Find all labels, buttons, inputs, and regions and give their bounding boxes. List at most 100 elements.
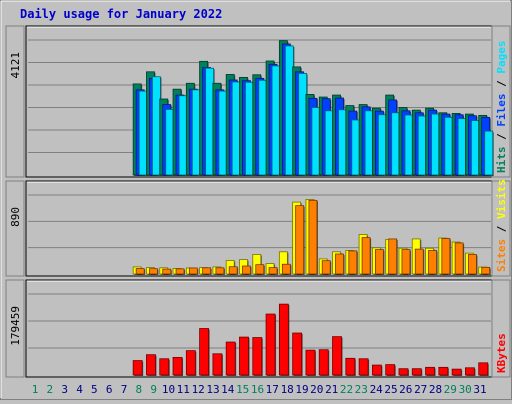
bar-sites-day-13 [242,265,251,275]
bar-sites-day-6 [149,268,158,275]
x-tick-label: 29 [444,383,457,396]
bar-pages-day-20 [338,109,347,176]
x-tick-label: 7 [121,383,128,396]
bar-pages-day-27 [431,113,440,176]
x-tick-label: 4 [76,383,83,396]
bar-sites-day-26 [414,248,424,275]
bar-pages-day-18 [311,107,321,176]
bar-sites-day-5 [135,268,145,275]
bar-kbytes-day-29 [451,368,462,376]
bar-kbytes-day-25 [398,368,409,376]
x-tick-label: 21 [325,383,338,396]
legend-text: Hits / Files / Pages [495,41,508,174]
x-tick-label: 12 [192,383,205,396]
legend-text: Sites / Visits [495,179,508,272]
bar-pages-day-26 [417,115,427,176]
x-tick-label: 30 [459,383,472,396]
legend-files: Files [495,94,508,127]
ymax-label-box [5,180,25,277]
bar-sites-day-27 [428,250,437,275]
legend-text: KBytes [495,333,508,373]
x-tick-label: 18 [281,383,294,396]
legend-box [491,279,511,378]
bar-sites-day-11 [215,267,225,275]
bar-kbytes-day-8 [172,356,183,376]
x-tick-label: 27 [414,383,427,396]
bar-kbytes-day-20 [332,336,342,376]
bar-kbytes-day-15 [265,313,276,376]
legend-hits: Hits [495,147,508,174]
bar-sites-day-16 [281,263,291,275]
bar-sites-day-7 [162,268,172,275]
bar-kbytes-day-6 [146,354,156,376]
bar-pages-day-19 [324,110,334,176]
bar-kbytes-day-24 [385,364,396,376]
bar-pages-day-10 [205,67,215,176]
x-tick-label: 24 [370,383,384,396]
chart-title: Daily usage for January 2022 [20,7,222,21]
x-tick-label: 13 [206,383,219,396]
bar-kbytes-day-7 [159,358,170,376]
x-tick-label: 19 [295,383,308,396]
panel-visits-sites: 890 Sites / Visits [5,179,511,277]
bar-pages-day-22 [364,110,374,176]
bar-pages-day-17 [298,73,308,176]
bar-sites-day-8 [175,268,185,275]
x-tick-label: 10 [162,383,175,396]
bar-sites-day-28 [441,238,451,275]
bar-pages-day-8 [178,95,188,176]
bar-sites-day-31 [481,266,491,275]
legend-box [491,25,511,178]
bar-sites-day-21 [348,250,358,275]
legend-sites: Sites [495,239,508,272]
bar-pages-day-9 [191,89,201,176]
x-tick-label: 28 [429,383,442,396]
bar-kbytes-day-23 [371,364,382,376]
bar-sites-day-10 [202,267,212,275]
bar-pages-day-21 [351,119,361,176]
bar-pages-day-6 [152,76,161,176]
bar-pages-day-29 [457,118,467,176]
x-tick-label: 9 [150,383,157,396]
bar-sites-day-9 [188,267,198,275]
bar-kbytes-day-12 [225,341,236,376]
ymax-label: 179459 [9,306,22,346]
ymax-label-box [5,279,25,378]
bar-sites-day-18 [308,199,318,275]
bar-pages-day-13 [245,81,254,176]
bar-pages-day-5 [138,90,148,176]
bar-kbytes-day-10 [199,328,210,376]
x-tick-label: 20 [310,383,323,396]
bar-pages-day-23 [377,114,387,176]
bar-kbytes-day-28 [438,366,449,376]
x-tick-label: 11 [177,383,190,396]
bar-pages-day-31 [484,130,494,176]
legend-separator: / [495,219,508,239]
x-tick-label: 31 [473,383,486,396]
x-tick-label: 1 [32,383,39,396]
legend-pages: Pages [495,41,508,74]
bar-sites-day-25 [401,249,411,275]
ymax-label: 890 [9,207,22,227]
bar-pages-day-12 [231,81,241,176]
bar-kbytes-day-27 [425,366,435,376]
bar-pages-day-28 [444,116,454,176]
bar-kbytes-day-17 [292,332,303,376]
bar-pages-day-25 [404,114,414,176]
legend-kbytes: KBytes [495,333,508,373]
panel-kbytes: 179459 KBytes [5,279,511,378]
x-tick-label: 25 [384,383,397,396]
bar-kbytes-day-9 [185,350,196,376]
legend-box [491,180,511,277]
bar-kbytes-day-31 [478,362,489,376]
bar-sites-day-23 [374,249,384,275]
bar-kbytes-day-14 [252,337,263,376]
x-tick-label: 14 [221,383,235,396]
x-tick-label: 22 [340,383,353,396]
bar-sites-day-30 [468,254,477,275]
x-tick-label: 3 [61,383,68,396]
bar-pages-day-14 [258,79,268,176]
bar-sites-day-22 [361,237,371,275]
